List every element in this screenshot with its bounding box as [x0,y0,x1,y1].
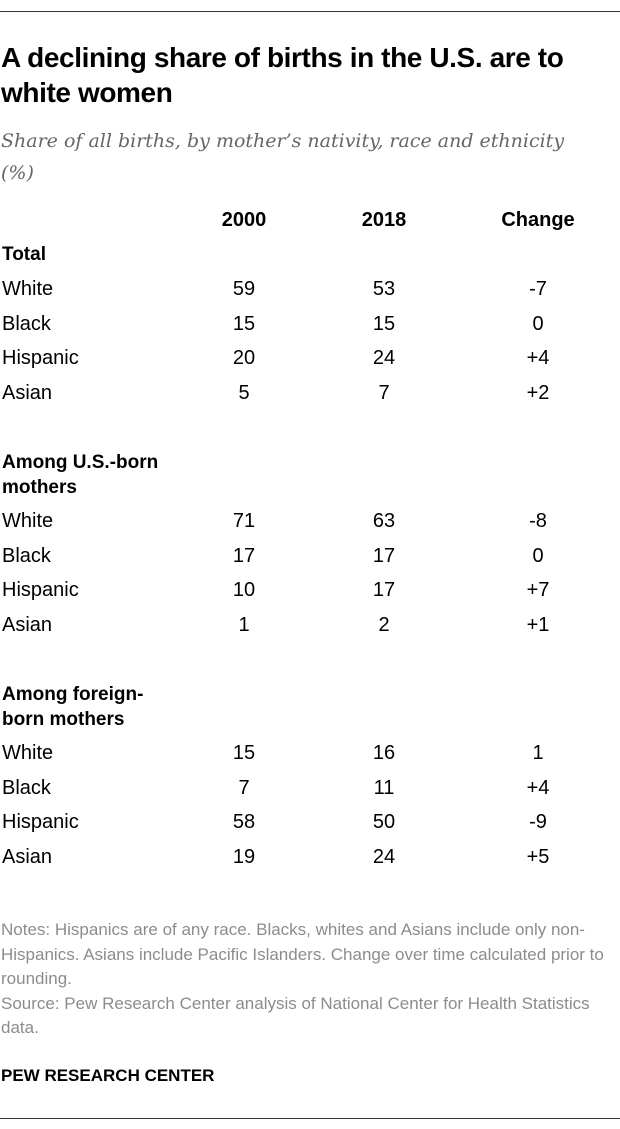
value-2000: 1 [238,613,250,636]
source-text: Source: Pew Research Center analysis of … [1,993,590,1038]
table-body: Total White 59 53 -7 Black 15 15 0 Hispanic 20 24 +4… [2,238,618,875]
table-row: White 15 16 1 [2,736,618,771]
row-label: Hispanic [2,579,79,601]
value-change: +7 [526,579,550,601]
value-change: +1 [526,613,550,636]
row-label: Hispanic [2,347,79,369]
value-2018: 53 [372,278,396,300]
table-row: Asian 5 7 +2 [2,376,618,411]
value-change: +4 [526,347,550,369]
section-heading: Total [2,243,46,265]
row-label: White [2,510,54,532]
value-2018: 63 [372,510,396,532]
table-row: Asian 1 2 +1 [2,608,618,643]
value-2018: 17 [372,544,396,567]
value-2000: 15 [232,742,256,764]
value-2000: 19 [232,845,256,868]
row-label: White [2,742,54,764]
value-change: -8 [529,510,547,532]
value-2000: 17 [232,544,256,567]
table-row: Black 15 15 0 [2,307,618,342]
value-2018: 50 [372,811,396,833]
row-label: Black [2,544,51,567]
chart-subtitle: Share of all births, by mother’s nativit… [1,130,565,184]
value-2000: 20 [232,347,256,369]
value-change: 0 [532,312,544,335]
value-2018: 24 [372,845,396,868]
value-2018: 24 [372,347,396,369]
row-label: Asian [2,845,53,868]
pew-branding: PEW RESEARCH CENTER [1,1066,215,1085]
value-change: 0 [532,544,544,567]
value-2000: 59 [232,278,256,300]
value-2018: 16 [372,742,396,764]
value-2000: 10 [232,579,256,601]
value-2018: 2 [378,613,390,636]
section-heading: Among foreign-born mothers [2,684,144,730]
table-row: White 59 53 -7 [2,272,618,307]
table-row: Hispanic 10 17 +7 [2,573,618,608]
value-change: -9 [529,811,547,833]
row-label: Hispanic [2,811,79,833]
column-header-2000: 2000 [221,209,267,231]
column-header-row: 2000 2018 Change [2,203,618,238]
table-row: Hispanic 20 24 +4 [2,341,618,376]
data-table: 2000 2018 Change Total White 59 53 -7 Black 15… [2,203,618,874]
section-heading: Among U.S.-born mothers [2,452,159,498]
value-2018: 17 [372,579,396,601]
bottom-rule [0,1118,620,1119]
table-row: Black 17 17 0 [2,539,618,574]
value-2000: 7 [238,776,250,799]
value-change: +4 [526,776,550,799]
value-2000: 58 [232,811,256,833]
value-change: -7 [529,278,547,300]
row-label: Black [2,312,51,335]
table-row: White 71 63 -8 [2,504,618,539]
table-row: Black 7 11 +4 [2,771,618,806]
row-label: Black [2,776,51,799]
value-2018: 11 [373,776,395,799]
value-change: 1 [532,742,544,764]
row-label: Asian [2,613,53,636]
top-rule [0,11,620,12]
value-2000: 5 [238,381,250,404]
row-label: White [2,278,54,300]
table-row: Hispanic 58 50 -9 [2,805,618,840]
value-2018: 7 [378,381,390,404]
footnotes: Notes: Hispanics are of any race. Blacks… [1,918,616,1041]
value-change: +5 [526,845,550,868]
table-row: Asian 19 24 +5 [2,840,618,875]
value-2000: 15 [232,312,256,335]
column-header-2018: 2018 [361,209,407,231]
value-2018: 15 [372,312,396,335]
column-header-change: Change [501,209,575,231]
chart-title: A declining share of births in the U.S. … [1,42,564,108]
value-change: +2 [526,381,550,404]
notes-text: Notes: Hispanics are of any race. Blacks… [1,920,604,988]
value-2000: 71 [232,510,256,532]
row-label: Asian [2,381,53,404]
